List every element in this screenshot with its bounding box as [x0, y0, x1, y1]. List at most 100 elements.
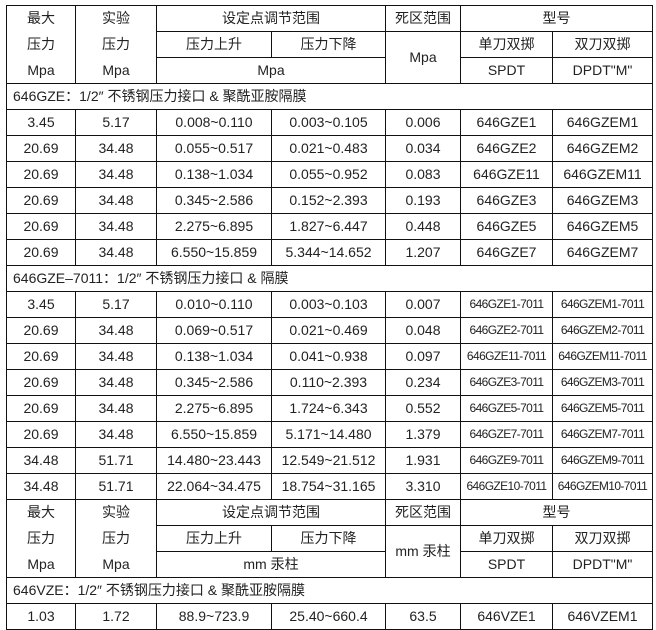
max-pressure-label: 最大: [6, 5, 76, 32]
deadband: 0.006: [385, 109, 461, 136]
max-pressure: 20.69: [6, 421, 76, 448]
rising-range: 0.138~1.034: [156, 161, 272, 188]
max-pressure-label: 压力: [6, 31, 76, 58]
dpdt-model: 646GZEM3-7011: [552, 369, 653, 396]
rising-range: 14.480~23.443: [156, 447, 272, 474]
max-pressure: 20.69: [6, 213, 76, 240]
spdt-cn-label: 单刀双掷: [460, 31, 553, 58]
setpoint-range-label: 设定点调节范围: [156, 5, 386, 32]
spdt-model: 646GZE9-7011: [460, 447, 553, 474]
spdt-model: 646GZE11-7011: [460, 343, 553, 370]
spdt-model: 646GZE3-7011: [460, 369, 553, 396]
test-pressure: 34.48: [75, 395, 157, 422]
test-pressure: 34.48: [75, 343, 157, 370]
dpdt-model: 646GZEM2-7011: [552, 317, 653, 344]
spdt-model: 646GZE3: [460, 187, 553, 214]
test-pressure-label: 压力: [75, 525, 157, 552]
max-pressure: 20.69: [6, 317, 76, 344]
spdt-model: 646GZE2: [460, 135, 553, 162]
test-pressure-label: 压力: [75, 31, 157, 58]
deadband: 0.048: [385, 317, 461, 344]
dpdt-model: 646GZEM11-7011: [552, 343, 653, 370]
max-pressure: 20.69: [6, 395, 76, 422]
falling-range: 0.152~2.393: [271, 187, 386, 214]
test-pressure-unit: Mpa: [75, 551, 157, 578]
dpdt-cn-label: 双刀双掷: [552, 525, 653, 552]
test-pressure: 1.72: [75, 603, 157, 630]
dpdt-model: 646GZEM1-7011: [552, 291, 653, 318]
table-row: 20.69 34.48 6.550~15.859 5.344~14.652 1.207 6…: [6, 239, 653, 266]
section-title: 646VZE：1/2″ 不锈钢压力接口 & 聚酰亚胺隔膜: [6, 577, 653, 604]
dpdt-cn-label: 双刀双掷: [552, 31, 653, 58]
max-pressure-unit: Mpa: [6, 57, 76, 84]
test-pressure: 51.71: [75, 447, 157, 474]
header-row: 压力 压力 压力上升 压力下降 Mpa 单刀双掷 双刀双掷: [6, 31, 653, 84]
rising-range: 0.008~0.110: [156, 109, 272, 136]
deadband: 0.034: [385, 135, 461, 162]
table-row: 20.69 34.48 0.069~0.517 0.021~0.469 0.048 646…: [6, 317, 653, 344]
deadband: 1.931: [385, 447, 461, 474]
section-title-row: 646GZE–7011：1/2″ 不锈钢压力接口 & 隔膜: [6, 265, 653, 292]
table-row: 20.69 34.48 6.550~15.859 5.171~14.480 1.379 6…: [6, 421, 653, 448]
falling-range: 1.827~6.447: [271, 213, 386, 240]
max-pressure: 20.69: [6, 187, 76, 214]
section-title: 646GZE：1/2″ 不锈钢压力接口 & 聚酰亚胺隔膜: [6, 83, 653, 110]
setpoint-unit: Mpa: [156, 57, 386, 84]
test-pressure: 34.48: [75, 135, 157, 162]
setpoint-range-label: 设定点调节范围: [156, 499, 386, 526]
table-row: 1.03 1.72 88.9~723.9 25.40~660.4 63.5 646VZE1…: [6, 603, 653, 630]
table-row: 20.69 34.48 0.138~1.034 0.055~0.952 0.083 646…: [6, 161, 653, 188]
dpdt-model: 646GZEM3: [552, 187, 653, 214]
deadband: 0.193: [385, 187, 461, 214]
table-row: 34.48 51.71 22.064~34.475 18.754~31.165 3.31…: [6, 473, 653, 500]
setpoint-unit: mm 汞柱: [156, 551, 386, 578]
falling-range: 5.171~14.480: [271, 421, 386, 448]
spdt-model: 646GZE5-7011: [460, 395, 553, 422]
header-row: Mpa Mpa Mpa SPDT DPDT"M": [6, 57, 653, 84]
dpdt-model: 646GZEM2: [552, 135, 653, 162]
deadband: 1.207: [385, 239, 461, 266]
dpdt-model: 646GZEM9-7011: [552, 447, 653, 474]
table-row: 3.45 5.17 0.008~0.110 0.003~0.105 0.006 646GZ…: [6, 109, 653, 136]
test-pressure: 34.48: [75, 239, 157, 266]
dpdt-label: DPDT"M": [552, 57, 653, 84]
spdt-model: 646GZE5: [460, 213, 553, 240]
test-pressure: 34.48: [75, 213, 157, 240]
max-pressure: 34.48: [6, 447, 76, 474]
section-title-row: 646VZE：1/2″ 不锈钢压力接口 & 聚酰亚胺隔膜: [6, 577, 653, 604]
section-title: 646GZE–7011：1/2″ 不锈钢压力接口 & 隔膜: [6, 265, 653, 292]
dpdt-model: 646GZEM10-7011: [552, 473, 653, 500]
spdt-model: 646VZE1: [460, 603, 553, 630]
dpdt-model: 646GZEM5-7011: [552, 395, 653, 422]
test-pressure-label: 实验: [75, 499, 157, 526]
falling-range: 25.40~660.4: [271, 603, 386, 630]
model-label: 型号: [460, 499, 653, 526]
spdt-label: SPDT: [460, 551, 553, 578]
test-pressure-unit: Mpa: [75, 57, 157, 84]
spdt-model: 646GZE7: [460, 239, 553, 266]
table-row: 20.69 34.48 0.345~2.586 0.152~2.393 0.193 646…: [6, 187, 653, 214]
header-row: Mpa Mpa mm 汞柱 SPDT DPDT"M": [6, 551, 653, 578]
spdt-model: 646GZE10-7011: [460, 473, 553, 500]
max-pressure: 20.69: [6, 239, 76, 266]
test-pressure: 34.48: [75, 369, 157, 396]
max-pressure: 3.45: [6, 291, 76, 318]
dpdt-label: DPDT"M": [552, 551, 653, 578]
max-pressure: 20.69: [6, 369, 76, 396]
max-pressure: 1.03: [6, 603, 76, 630]
table-row: 20.69 34.48 2.275~6.895 1.827~6.447 0.448 646…: [6, 213, 653, 240]
falling-range: 1.724~6.343: [271, 395, 386, 422]
spdt-label: SPDT: [460, 57, 553, 84]
rising-range: 6.550~15.859: [156, 239, 272, 266]
dpdt-model: 646GZEM5: [552, 213, 653, 240]
header-row: 压力 压力 压力上升 压力下降 mm 汞柱 单刀双掷 双刀双掷: [6, 525, 653, 578]
rising-range: 22.064~34.475: [156, 473, 272, 500]
falling-label: 压力下降: [271, 31, 386, 58]
falling-range: 12.549~21.512: [271, 447, 386, 474]
deadband-unit: mm 汞柱: [385, 525, 461, 578]
table-row: 20.69 34.48 0.055~0.517 0.021~0.483 0.034 646…: [6, 135, 653, 162]
test-pressure: 5.17: [75, 291, 157, 318]
test-pressure: 34.48: [75, 161, 157, 188]
spdt-model: 646GZE7-7011: [460, 421, 553, 448]
spdt-model: 646GZE2-7011: [460, 317, 553, 344]
